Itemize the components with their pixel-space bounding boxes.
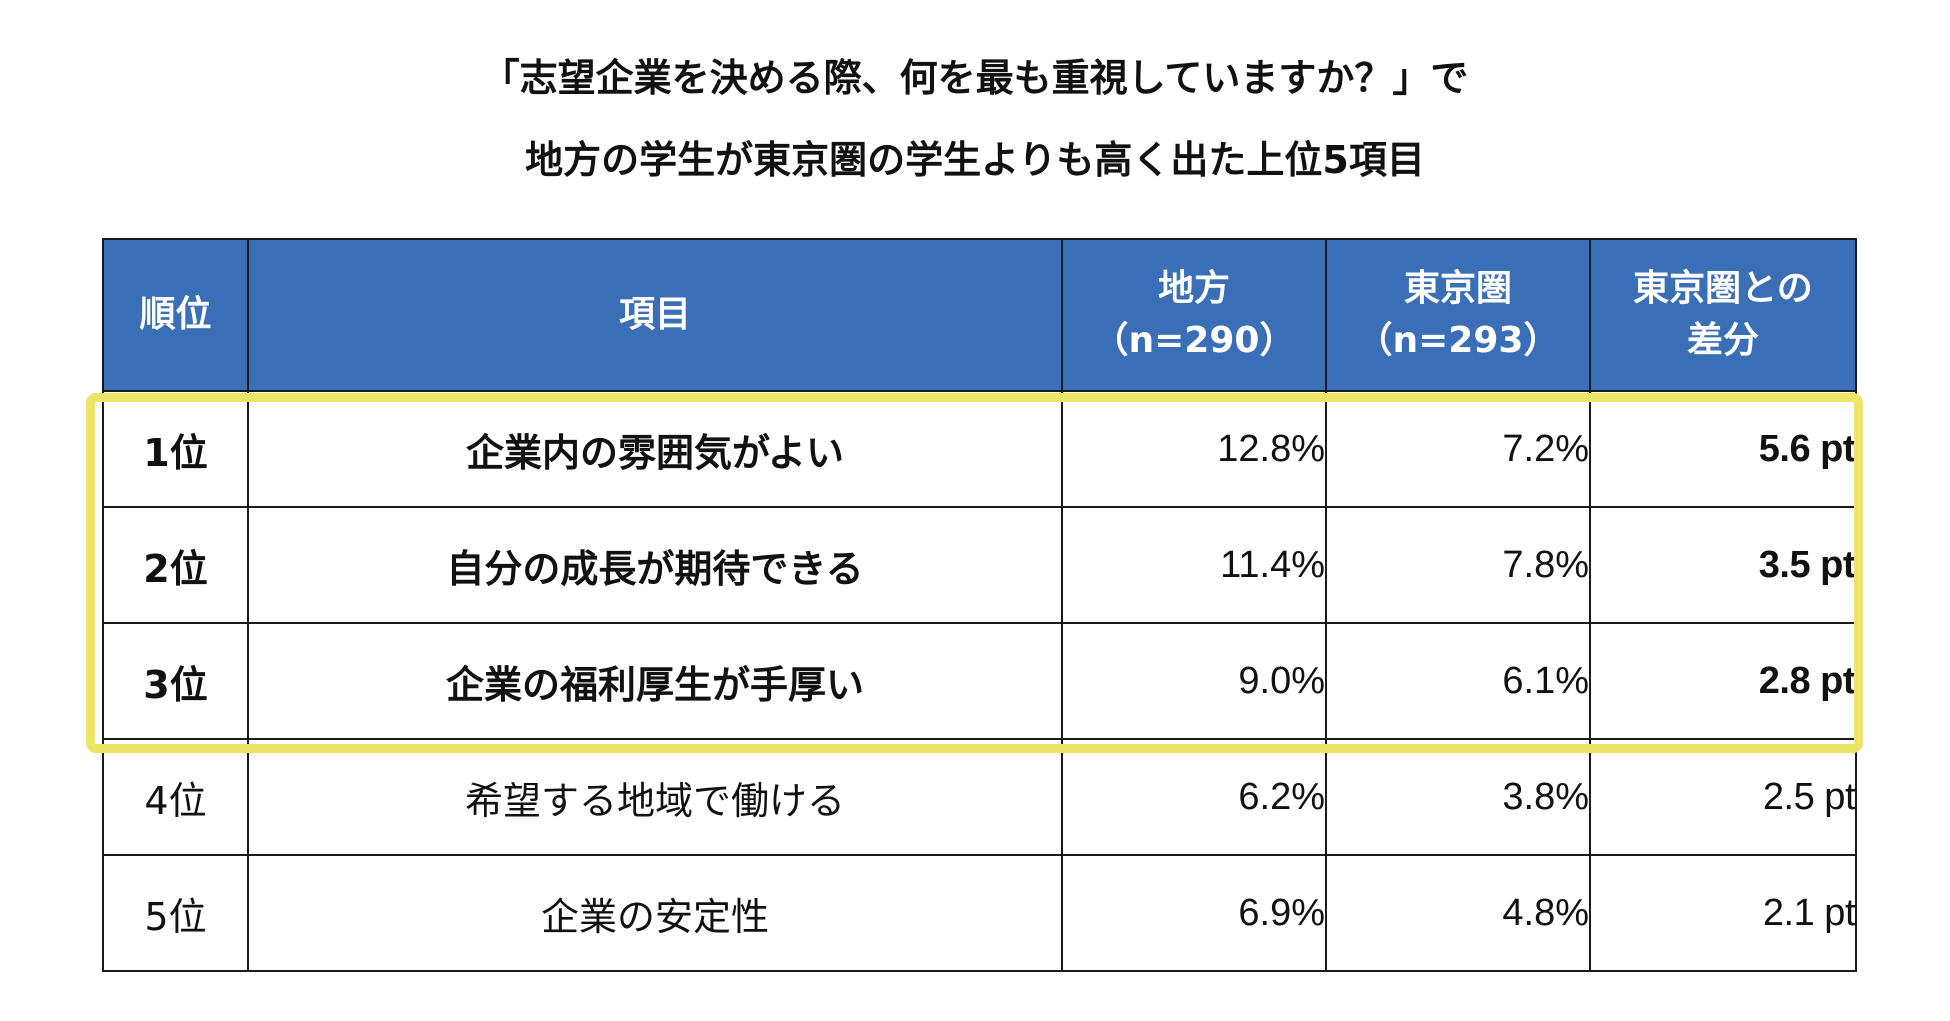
tokyo-value-cell: 4.8%: [1325, 854, 1591, 972]
item-cell: 企業の安定性: [247, 854, 1063, 972]
header-local-label: 地方: [1157, 268, 1230, 309]
header-rank: 順位: [102, 238, 249, 392]
rank-cell: 5位: [102, 854, 249, 972]
local-value-cell: 6.2%: [1061, 738, 1327, 856]
tokyo-value-cell: 6.1%: [1325, 622, 1591, 740]
rank-cell: 3位: [102, 622, 249, 740]
diff-value-cell: 2.1 pt: [1589, 854, 1857, 972]
local-value-cell: 6.9%: [1061, 854, 1327, 972]
header-item-label: 項目: [618, 294, 691, 335]
chart-title-line-2: 地方の学生が東京圏の学生よりも高く出た上位5項目: [525, 138, 1425, 182]
diff-value-cell: 3.5 pt: [1589, 506, 1857, 624]
header-tokyo-sample: （n=293）: [1356, 320, 1560, 361]
table-row: 4位 希望する地域で働ける 6.2% 3.8% 2.5 pt: [102, 738, 1857, 856]
item-cell: 希望する地域で働ける: [247, 738, 1063, 856]
rank-cell: 2位: [102, 506, 249, 624]
header-tokyo-label: 東京圏: [1403, 268, 1512, 309]
tokyo-value-cell: 7.2%: [1325, 390, 1591, 508]
rank-cell: 1位: [102, 390, 249, 508]
diff-value-cell: 2.8 pt: [1589, 622, 1857, 740]
diff-value-cell: 5.6 pt: [1589, 390, 1857, 508]
ranking-table: 順位 項目 地方 （n=290） 東京圏 （n=293） 東京圏との差分 1位 企業…: [102, 238, 1857, 972]
item-cell: 自分の成長が期待できる: [247, 506, 1063, 624]
diff-value-cell: 2.5 pt: [1589, 738, 1857, 856]
tokyo-value-cell: 7.8%: [1325, 506, 1591, 624]
chart-title-line-1: 「志望企業を決める際、何を最も重視していますか？」で: [481, 56, 1469, 100]
header-row: 順位 項目 地方 （n=290） 東京圏 （n=293） 東京圏との差分: [102, 238, 1857, 392]
table-row: 1位 企業内の雰囲気がよい 12.8% 7.2% 5.6 pt: [102, 390, 1857, 508]
local-value-cell: 11.4%: [1061, 506, 1327, 624]
table-row: 2位 自分の成長が期待できる 11.4% 7.8% 3.5 pt: [102, 506, 1857, 624]
header-diff: 東京圏との 差分: [1589, 238, 1857, 392]
local-value-cell: 9.0%: [1061, 622, 1327, 740]
item-cell: 企業の福利厚生が手厚い: [247, 622, 1063, 740]
table-body: 1位 企業内の雰囲気がよい 12.8% 7.2% 5.6 pt 2位 自分の成長…: [102, 390, 1857, 972]
header-rank-label: 順位: [139, 294, 212, 335]
header-item: 項目: [247, 238, 1063, 392]
rank-cell: 4位: [102, 738, 249, 856]
item-cell: 企業内の雰囲気がよい: [247, 390, 1063, 508]
header-diff-label: 東京圏との: [1633, 268, 1813, 309]
table-row: 3位 企業の福利厚生が手厚い 9.0% 6.1% 2.8 pt: [102, 622, 1857, 740]
local-value-cell: 12.8%: [1061, 390, 1327, 508]
header-tokyo: 東京圏 （n=293）: [1325, 238, 1591, 392]
tokyo-value-cell: 3.8%: [1325, 738, 1591, 856]
table-row: 5位 企業の安定性 6.9% 4.8% 2.1 pt: [102, 854, 1857, 972]
header-diff-label-2: 差分: [1686, 320, 1759, 361]
header-local: 地方 （n=290）: [1061, 238, 1327, 392]
header-local-sample: （n=290）: [1092, 320, 1296, 361]
table-header: 順位 項目 地方 （n=290） 東京圏 （n=293） 東京圏との差分: [102, 238, 1857, 392]
